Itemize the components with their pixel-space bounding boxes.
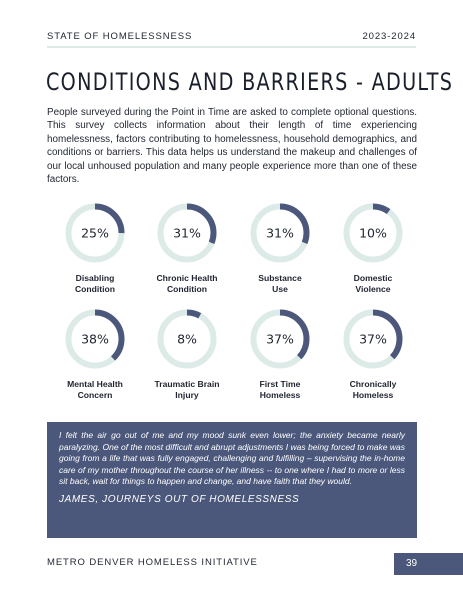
metric-label-line: Chronically xyxy=(349,379,397,389)
metric-label-line: Violence xyxy=(355,283,391,294)
metric-tile: 37% Chronically Homeless xyxy=(328,308,418,400)
metric-tile: 38% Mental Health Concern xyxy=(50,308,140,400)
metric-label-line: Homeless xyxy=(259,389,301,400)
metric-value: 31% xyxy=(173,226,201,241)
intro-paragraph: People surveyed during the Point in Time… xyxy=(47,107,417,186)
metric-label-line: Mental Health xyxy=(67,379,123,389)
metric-label: First Time Homeless xyxy=(235,379,325,400)
quote-attribution: JAMES, JOURNEYS OUT OF HOMELESSNESS xyxy=(59,493,300,505)
metric-label-line: Substance xyxy=(258,273,302,283)
metric-label-line: Disabling xyxy=(75,273,115,283)
quote-text: I felt the air go out of me and my mood … xyxy=(59,430,405,487)
donut-arc xyxy=(157,203,217,263)
metric-label: Chronically Homeless xyxy=(328,379,418,400)
report-title: STATE OF HOMELESSNESS xyxy=(47,30,193,42)
metric-label-line: Traumatic Brain xyxy=(154,379,220,389)
metric-label-line: Domestic xyxy=(353,273,393,283)
donut-chart: 8% xyxy=(157,309,217,369)
metric-value: 37% xyxy=(359,332,387,347)
quote-box: I felt the air go out of me and my mood … xyxy=(47,422,417,538)
metric-tile: 31% Chronic Health Condition xyxy=(142,202,232,294)
metric-label: Domestic Violence xyxy=(328,273,418,294)
metric-label-line: Use xyxy=(272,283,288,294)
metric-value: 8% xyxy=(177,332,197,347)
donut-arc xyxy=(250,309,310,369)
donut-chart: 25% xyxy=(65,203,125,263)
metric-label: Disabling Condition xyxy=(50,273,140,294)
page-title: CONDITIONS AND BARRIERS - ADULTS xyxy=(46,68,454,96)
metric-value: 25% xyxy=(81,226,109,241)
metric-label-line: Homeless xyxy=(352,389,394,400)
metric-tile: 10% Domestic Violence xyxy=(328,202,418,294)
metric-label-line: Chronic Health xyxy=(156,273,218,283)
metric-label-line: Condition xyxy=(74,283,116,294)
report-year: 2023-2024 xyxy=(362,30,416,42)
metric-tile: 25% Disabling Condition xyxy=(50,202,140,294)
metric-label: Traumatic Brain Injury xyxy=(142,379,232,400)
donut-arc xyxy=(157,309,217,369)
page-header: STATE OF HOMELESSNESS 2023-2024 xyxy=(47,29,416,43)
metric-label: Substance Use xyxy=(235,273,325,294)
donut-arc xyxy=(343,309,403,369)
donut-chart: 31% xyxy=(157,203,217,263)
donut-arc xyxy=(65,309,125,369)
header-divider xyxy=(47,46,416,48)
metric-tile: 31% Substance Use xyxy=(235,202,325,294)
metric-label-line: First Time xyxy=(259,379,301,389)
metric-label-line: Injury xyxy=(175,389,199,400)
donut-arc xyxy=(65,203,125,263)
footer-organization: METRO DENVER HOMELESS INITIATIVE xyxy=(47,557,258,568)
metric-label-line: Condition xyxy=(166,283,208,294)
metric-value: 37% xyxy=(266,332,294,347)
metric-tile: 37% First Time Homeless xyxy=(235,308,325,400)
page-number: 39 xyxy=(394,553,463,575)
metric-value: 38% xyxy=(81,332,109,347)
metric-label-line: Concern xyxy=(77,389,113,400)
metric-value: 10% xyxy=(359,226,387,241)
donut-chart: 38% xyxy=(65,309,125,369)
metric-value: 31% xyxy=(266,226,294,241)
metric-tile: 8% Traumatic Brain Injury xyxy=(142,308,232,400)
donut-arc xyxy=(343,203,403,263)
donut-chart: 37% xyxy=(343,309,403,369)
donut-arc xyxy=(250,203,310,263)
metric-label: Mental Health Concern xyxy=(50,379,140,400)
donut-chart: 31% xyxy=(250,203,310,263)
donut-chart: 37% xyxy=(250,309,310,369)
metric-label: Chronic Health Condition xyxy=(142,273,232,294)
donut-chart: 10% xyxy=(343,203,403,263)
